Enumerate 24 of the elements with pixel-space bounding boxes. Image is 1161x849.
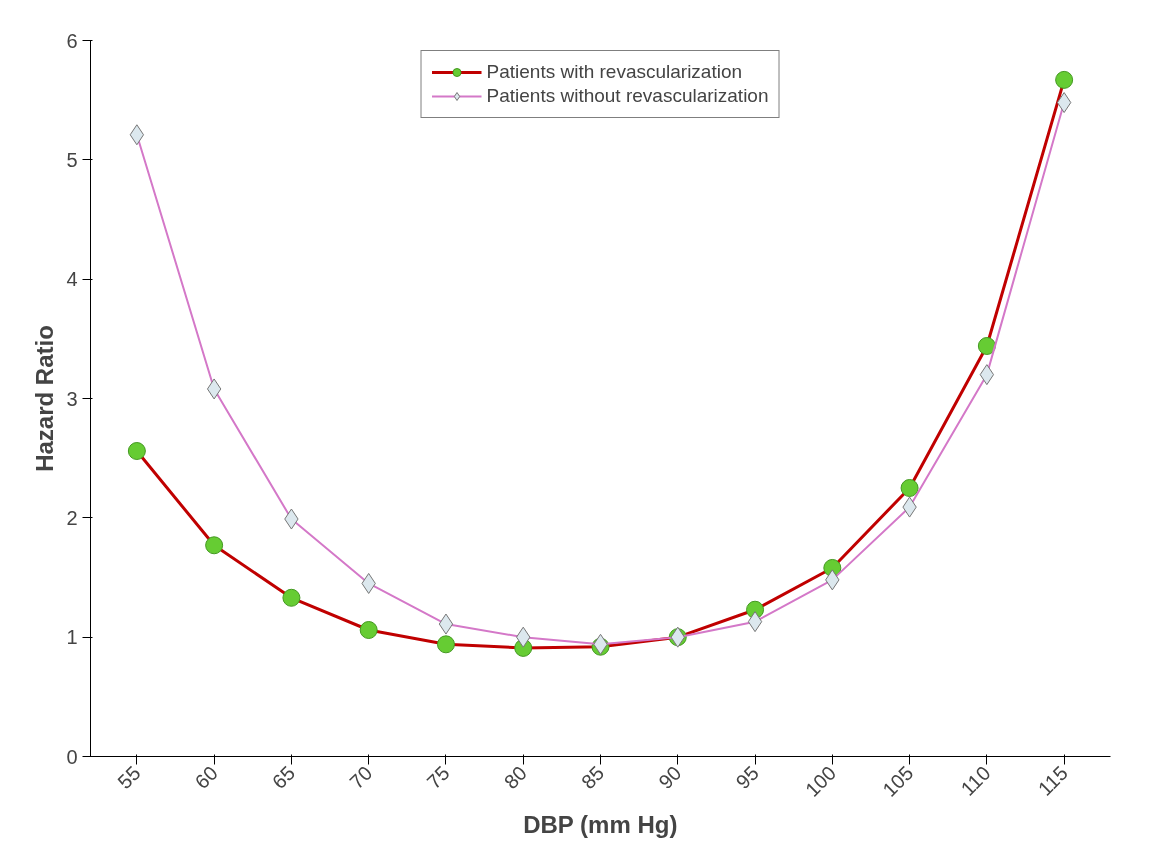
legend-label: Patients with revascularization [486,61,743,83]
x-tick-label: 65 [267,761,300,794]
y-tick-label: 0 [66,745,78,768]
y-axis-title: Hazard Ratio [31,325,59,472]
legend-label: Patients without revascularization [486,85,769,107]
x-tick-label: 55 [113,761,145,794]
x-tick-label: 85 [576,761,609,794]
y-tick-label: 5 [66,148,78,171]
y-tick-label: 3 [66,387,78,410]
x-tick-label: 95 [731,761,763,794]
y-tick-label: 2 [66,506,78,529]
x-axis-title: DBP (mm Hg) [523,811,678,838]
x-tick-label: 70 [345,761,377,794]
x-tick-label: 60 [190,761,222,794]
y-tick-label: 1 [66,626,78,649]
x-tick-label: 110 [956,761,995,800]
x-tick-label: 90 [654,761,686,794]
x-tick-label: 80 [499,761,532,794]
y-tick-label: 6 [66,29,78,52]
y-tick-label: 4 [66,268,78,291]
x-tick-label: 100 [800,761,841,801]
x-tick-label: 105 [878,761,918,801]
x-tick-label: 75 [422,761,454,794]
x-tick-label: 115 [1033,761,1072,800]
